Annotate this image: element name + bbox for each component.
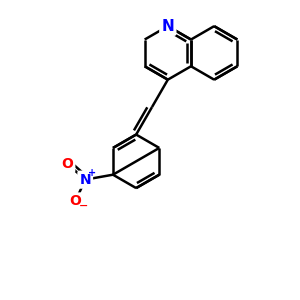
Text: N: N	[161, 19, 174, 34]
Text: O: O	[69, 194, 81, 208]
Text: N: N	[80, 172, 91, 187]
Text: O: O	[61, 157, 73, 171]
Text: −: −	[79, 200, 88, 210]
Text: +: +	[88, 168, 96, 178]
